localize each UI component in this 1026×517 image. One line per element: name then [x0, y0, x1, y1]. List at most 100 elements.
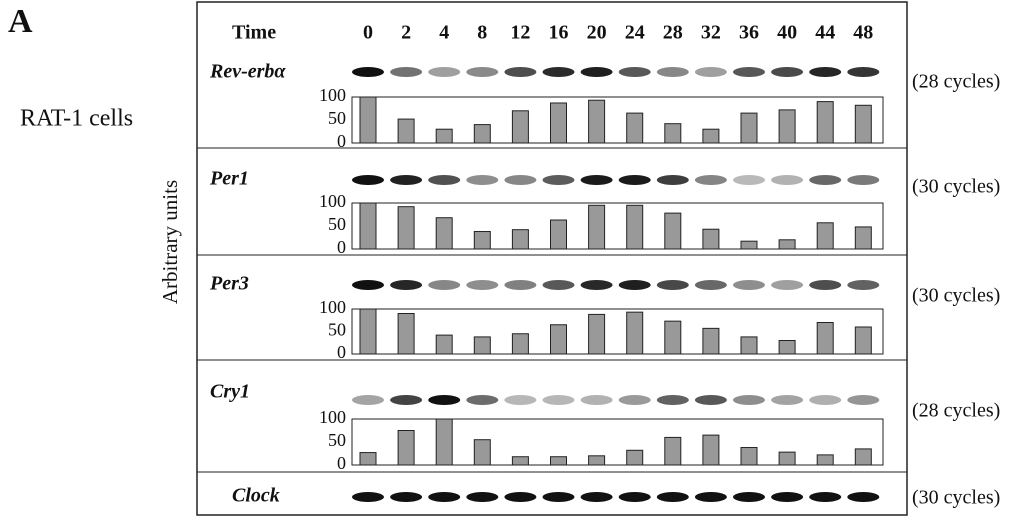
- gel-band: [847, 395, 879, 405]
- gene-name: Per1: [209, 168, 249, 190]
- y-tick-label: 0: [337, 453, 346, 473]
- bar: [627, 113, 643, 143]
- bar: [436, 218, 452, 249]
- bar: [703, 129, 719, 143]
- gel-band: [428, 280, 460, 290]
- gel-band: [657, 67, 689, 77]
- gel-band: [809, 395, 841, 405]
- gel-band: [581, 175, 613, 185]
- gel-band: [390, 175, 422, 185]
- bar: [589, 456, 605, 465]
- gel-band: [733, 395, 765, 405]
- plot-box: [352, 309, 883, 354]
- bar: [779, 240, 795, 249]
- bar: [779, 341, 795, 355]
- panel-label: A: [8, 3, 33, 40]
- gel-band: [733, 280, 765, 290]
- bar: [474, 337, 490, 354]
- bar: [665, 124, 681, 143]
- gel-band: [352, 175, 384, 185]
- bar: [741, 337, 757, 354]
- time-point: 44: [815, 22, 835, 44]
- gel-band: [733, 492, 765, 502]
- gel-band: [809, 280, 841, 290]
- bar: [360, 97, 376, 143]
- time-point: 32: [701, 22, 721, 44]
- cycles-label: (30 cycles): [912, 285, 1000, 307]
- gel-band: [847, 492, 879, 502]
- gel-band: [619, 175, 651, 185]
- gel-band: [657, 492, 689, 502]
- gel-band: [733, 175, 765, 185]
- y-tick-label: 50: [328, 214, 346, 234]
- y-tick-label: 100: [319, 85, 346, 105]
- bar: [436, 129, 452, 143]
- gel-band: [809, 67, 841, 77]
- bar: [512, 457, 528, 465]
- gel-band: [847, 67, 879, 77]
- bar: [589, 314, 605, 354]
- gel-band: [733, 67, 765, 77]
- bar: [703, 229, 719, 249]
- gel-band: [581, 67, 613, 77]
- gel-band: [504, 67, 536, 77]
- gel-band: [695, 67, 727, 77]
- gene-name: Per3: [209, 273, 249, 295]
- gel-band: [390, 280, 422, 290]
- gel-band: [847, 280, 879, 290]
- cycles-label: (28 cycles): [912, 71, 1000, 93]
- gel-band: [428, 67, 460, 77]
- bar: [474, 232, 490, 249]
- plot-box: [352, 203, 883, 249]
- gel-band: [695, 280, 727, 290]
- gel-band: [352, 492, 384, 502]
- y-tick-label: 50: [328, 320, 346, 340]
- gel-band: [581, 395, 613, 405]
- gel-band: [619, 395, 651, 405]
- bar: [703, 435, 719, 465]
- gel-band: [543, 492, 575, 502]
- bar: [665, 437, 681, 465]
- gel-band: [695, 492, 727, 502]
- gel-band: [428, 395, 460, 405]
- y-tick-label: 50: [328, 108, 346, 128]
- bar: [398, 431, 414, 466]
- bar: [627, 312, 643, 354]
- gel-band: [390, 67, 422, 77]
- bar: [817, 455, 833, 465]
- gel-band: [771, 492, 803, 502]
- bar: [360, 453, 376, 465]
- y-tick-label: 50: [328, 430, 346, 450]
- gene-name: Clock: [232, 485, 280, 507]
- gel-band: [771, 395, 803, 405]
- gene-name: Cry1: [210, 381, 250, 403]
- bar: [817, 223, 833, 249]
- bar: [855, 227, 871, 249]
- bar: [741, 113, 757, 143]
- cell-line: RAT-1 cells: [20, 106, 133, 132]
- bar: [703, 328, 719, 354]
- time-point: 2: [401, 22, 411, 44]
- gel-band: [581, 280, 613, 290]
- gel-band: [657, 175, 689, 185]
- time-point: 36: [739, 22, 759, 44]
- bar: [855, 449, 871, 465]
- time-point: 20: [587, 22, 607, 44]
- time-label: Time: [232, 22, 276, 44]
- gel-band: [543, 175, 575, 185]
- gel-band: [466, 395, 498, 405]
- bar: [589, 205, 605, 249]
- time-point: 12: [510, 22, 530, 44]
- bar: [436, 419, 452, 465]
- cycles-label: (28 cycles): [912, 400, 1000, 422]
- y-tick-label: 0: [337, 237, 346, 257]
- gel-band: [466, 67, 498, 77]
- gel-band: [390, 395, 422, 405]
- gel-band: [657, 280, 689, 290]
- bar: [779, 110, 795, 143]
- gel-band: [695, 175, 727, 185]
- time-point: 28: [663, 22, 683, 44]
- gel-band: [504, 395, 536, 405]
- time-point: 0: [363, 22, 373, 44]
- cycles-label: (30 cycles): [912, 487, 1000, 509]
